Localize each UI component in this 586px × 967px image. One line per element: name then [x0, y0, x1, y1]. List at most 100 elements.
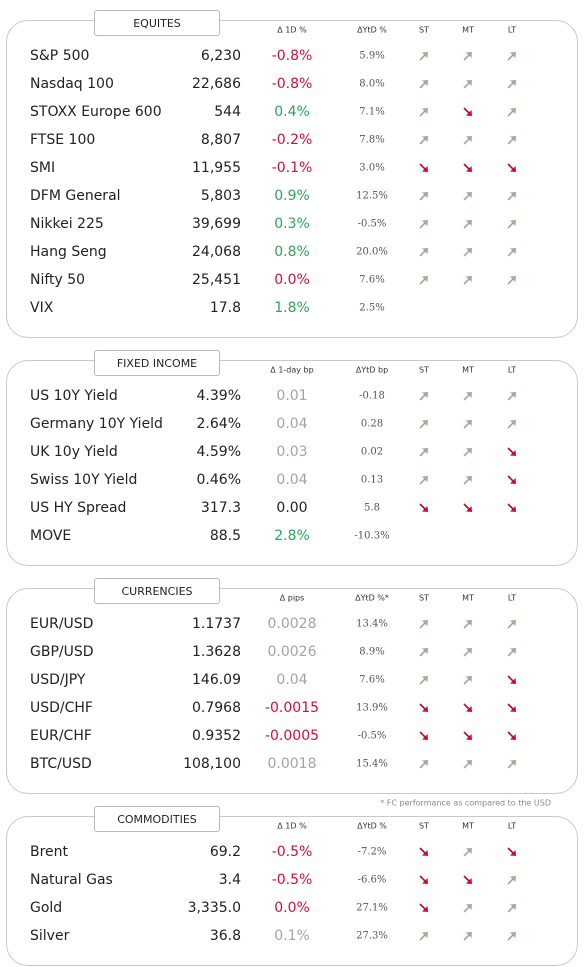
row-name: Nasdaq 100: [30, 76, 114, 92]
row-value: 4.39%: [196, 388, 241, 404]
row-ytd: 20.0%: [356, 246, 388, 258]
trend-arrow: [507, 276, 516, 285]
column-header: ST: [419, 821, 429, 831]
row-change: 0.04: [276, 416, 308, 432]
row-ytd: -0.18: [359, 390, 385, 402]
row-value: 146.09: [192, 672, 241, 688]
trend-arrow: [419, 847, 428, 856]
column-header: LT: [507, 821, 517, 831]
row-name: Nifty 50: [30, 272, 86, 288]
section-title: EQUITES: [94, 10, 220, 36]
trend-arrow: [507, 760, 516, 769]
trend-arrow: [463, 420, 472, 429]
row-ytd: -6.6%: [357, 874, 387, 886]
row-ytd: 0.28: [360, 418, 384, 430]
trend-arrow: [419, 392, 428, 401]
trend-arrow: [507, 731, 516, 740]
column-header: ΔYtD bp: [355, 365, 389, 375]
column-header: ST: [419, 365, 429, 375]
trend-arrow: [507, 192, 516, 201]
trend-arrow: [419, 932, 428, 941]
row-value: 3,335.0: [187, 900, 241, 916]
row-ytd: -0.5%: [357, 218, 387, 230]
trend-arrow: [507, 163, 516, 172]
row-value: 5,803: [200, 188, 241, 204]
row-change: 0.0%: [274, 272, 310, 288]
trend-arrow: [507, 420, 516, 429]
row-value: 4.59%: [196, 444, 241, 460]
trend-arrow: [419, 731, 428, 740]
row-change: -0.5%: [271, 844, 313, 860]
trend-arrow: [507, 847, 516, 856]
row-name: VIX: [30, 300, 54, 316]
row-change: -0.0005: [264, 728, 320, 744]
row-name: FTSE 100: [30, 132, 96, 148]
row-ytd: 3.0%: [359, 162, 385, 174]
row-ytd: 13.4%: [356, 618, 388, 630]
row-change: 2.8%: [274, 528, 310, 544]
section-box: [6, 360, 578, 566]
trend-arrow: [419, 80, 428, 89]
column-header: ST: [419, 593, 429, 603]
column-header: Δ pips: [279, 593, 305, 603]
row-name: S&P 500: [30, 48, 90, 64]
trend-arrow: [507, 52, 516, 61]
column-header: ΔYtD %: [357, 25, 387, 35]
trend-arrow: [507, 876, 516, 885]
trend-arrow: [463, 760, 472, 769]
row-change: -0.1%: [271, 160, 313, 176]
column-header: MT: [462, 593, 474, 603]
trend-arrow: [463, 620, 472, 629]
row-value: 22,686: [192, 76, 241, 92]
row-change: 0.3%: [274, 216, 310, 232]
trend-arrow: [419, 52, 428, 61]
row-change: -0.0015: [264, 700, 320, 716]
trend-arrow: [419, 108, 428, 117]
trend-arrow: [507, 136, 516, 145]
trend-arrow: [463, 107, 472, 116]
row-ytd: 7.8%: [359, 134, 385, 146]
row-change: 0.0%: [274, 900, 310, 916]
row-change: 0.9%: [274, 188, 310, 204]
row-name: US 10Y Yield: [30, 388, 118, 404]
row-change: 0.04: [276, 672, 308, 688]
row-name: Gold: [30, 900, 63, 916]
section-title: CURRENCIES: [94, 578, 220, 604]
row-name: GBP/USD: [30, 644, 94, 660]
row-name: Brent: [30, 844, 69, 860]
row-name: EUR/USD: [30, 616, 94, 632]
section-title: FIXED INCOME: [94, 350, 220, 376]
row-name: USD/JPY: [30, 672, 86, 688]
row-name: UK 10y Yield: [30, 444, 118, 460]
row-value: 0.7968: [192, 700, 241, 716]
row-value: 0.46%: [196, 472, 241, 488]
trend-arrow: [507, 108, 516, 117]
section-box: [6, 816, 578, 966]
trend-arrow: [507, 503, 516, 512]
row-ytd: 12.5%: [356, 190, 388, 202]
row-name: Hang Seng: [30, 244, 107, 260]
footnote: * FC performance as compared to the USD: [380, 798, 551, 808]
trend-arrow: [507, 675, 516, 684]
trend-arrow: [463, 476, 472, 485]
row-name: USD/CHF: [30, 700, 93, 716]
row-value: 36.8: [209, 928, 241, 944]
row-change: -0.2%: [271, 132, 313, 148]
row-change: 0.0018: [267, 756, 317, 772]
trend-arrow: [507, 648, 516, 657]
trend-arrow: [463, 848, 472, 857]
column-header: Δ 1D %: [277, 821, 307, 831]
column-header: MT: [462, 365, 474, 375]
column-header: MT: [462, 25, 474, 35]
trend-arrow: [463, 276, 472, 285]
trend-arrow: [419, 620, 428, 629]
column-header: MT: [462, 821, 474, 831]
trend-arrow: [463, 703, 472, 712]
row-ytd: 7.6%: [359, 674, 385, 686]
row-ytd: 0.02: [360, 446, 384, 458]
row-name: MOVE: [30, 528, 72, 544]
row-value: 69.2: [209, 844, 241, 860]
row-name: Natural Gas: [30, 872, 113, 888]
row-name: STOXX Europe 600: [30, 104, 162, 120]
trend-arrow: [463, 932, 472, 941]
